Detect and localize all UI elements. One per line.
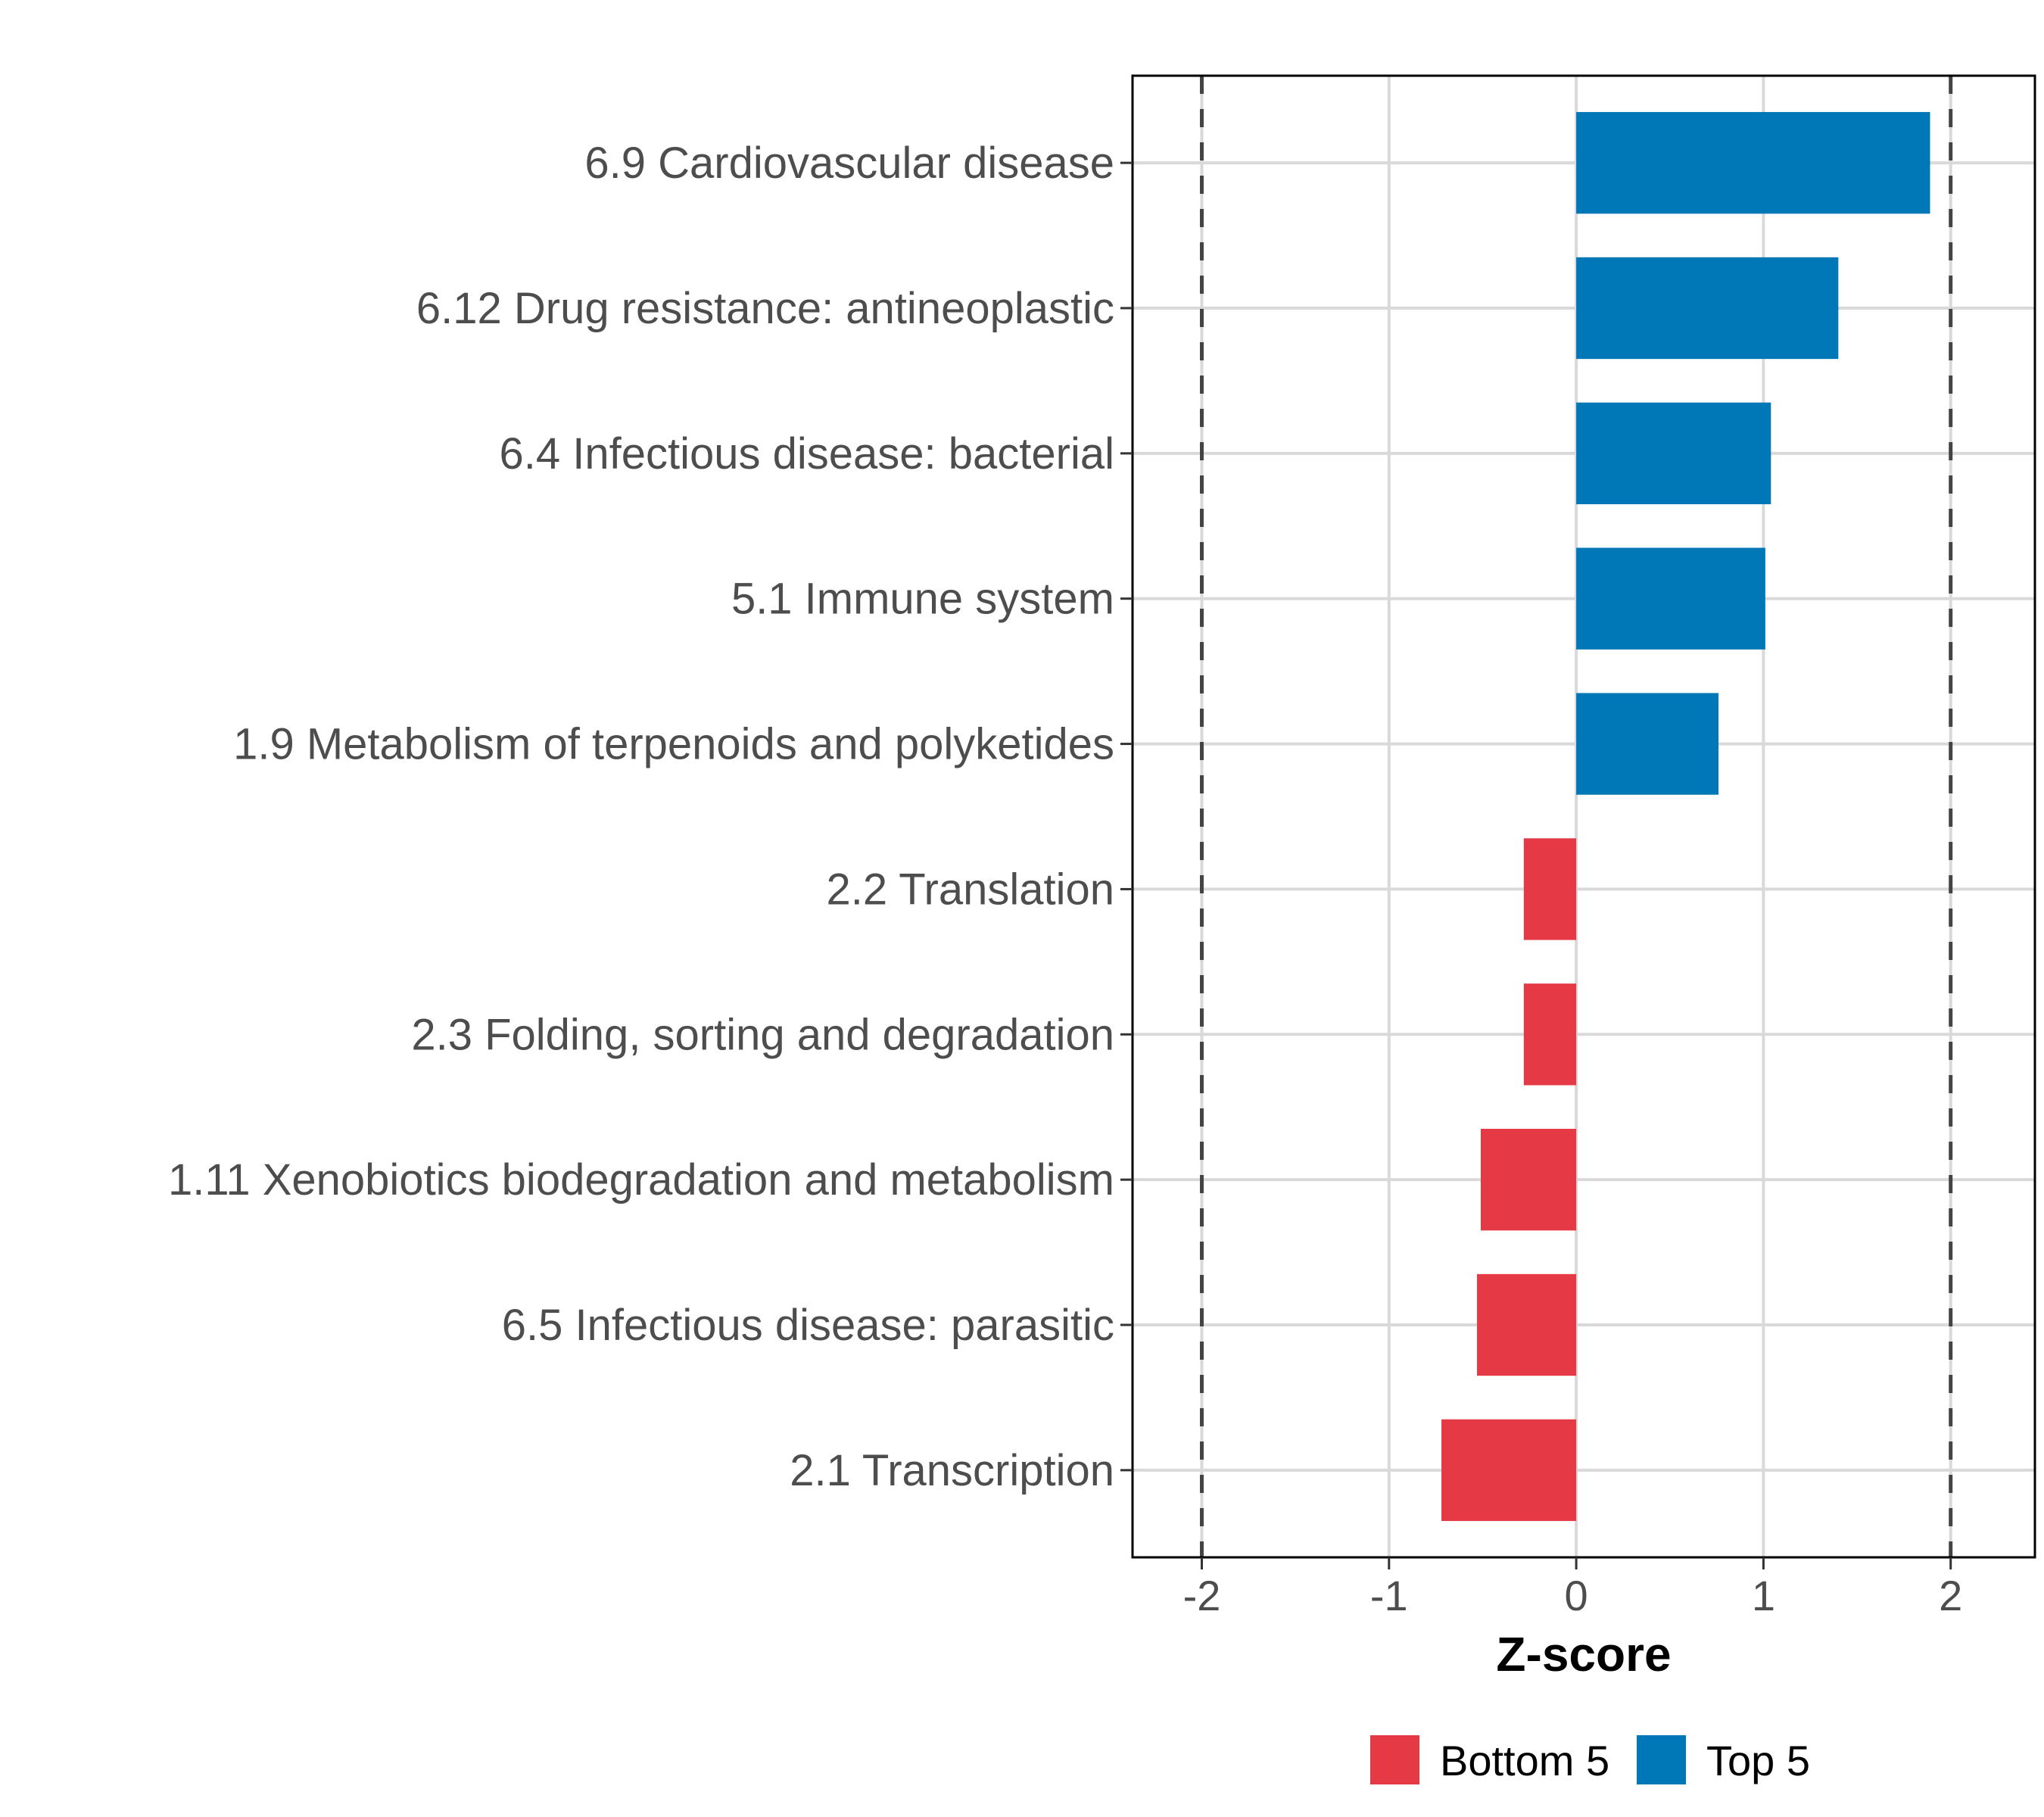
category-label: 1.9 Metabolism of terpenoids and polyket… — [233, 720, 1114, 769]
legend-label: Bottom 5 — [1440, 1737, 1609, 1784]
x-tick-label: -1 — [1370, 1572, 1408, 1619]
category-label: 6.4 Infectious disease: bacterial — [500, 429, 1114, 478]
category-label: 6.5 Infectious disease: parasitic — [502, 1301, 1114, 1350]
bar — [1441, 1419, 1577, 1522]
category-label: 6.9 Cardiovascular disease — [584, 139, 1114, 188]
category-label: 2.2 Translation — [827, 865, 1114, 914]
bar — [1480, 1129, 1577, 1231]
reference-lines — [1200, 76, 1953, 1557]
category-label: 1.11 Xenobiotics biodegradation and meta… — [168, 1155, 1114, 1205]
x-tick-label: 2 — [1939, 1572, 1962, 1619]
bar — [1576, 547, 1765, 650]
bar — [1523, 983, 1577, 1086]
legend: Bottom 5 Top 5 — [1370, 1735, 1810, 1784]
x-tick-label: -2 — [1183, 1572, 1221, 1619]
category-label: 6.12 Drug resistance: antineoplastic — [416, 284, 1114, 333]
x-axis-labels: -2 -1 0 1 2 — [1183, 1557, 1962, 1619]
bar — [1576, 111, 1930, 214]
category-label: 2.3 Folding, sorting and degradation — [411, 1010, 1114, 1059]
bar — [1576, 693, 1719, 795]
legend-swatch — [1370, 1735, 1419, 1784]
bar — [1576, 402, 1771, 504]
bars — [1441, 111, 1930, 1522]
x-tick-label: 0 — [1565, 1572, 1588, 1619]
x-axis-title: Z-score — [1496, 1627, 1671, 1681]
x-tick-label: 1 — [1752, 1572, 1775, 1619]
y-axis-labels: 6.9 Cardiovascular disease 6.12 Drug resi… — [168, 139, 1133, 1495]
category-label: 5.1 Immune system — [731, 575, 1114, 624]
legend-swatch — [1637, 1735, 1686, 1784]
legend-label: Top 5 — [1706, 1737, 1810, 1784]
bar — [1477, 1273, 1577, 1376]
panel-border — [1131, 74, 2036, 1559]
bar — [1523, 838, 1577, 940]
bar — [1576, 257, 1839, 360]
category-label: 2.1 Transcription — [790, 1446, 1114, 1495]
